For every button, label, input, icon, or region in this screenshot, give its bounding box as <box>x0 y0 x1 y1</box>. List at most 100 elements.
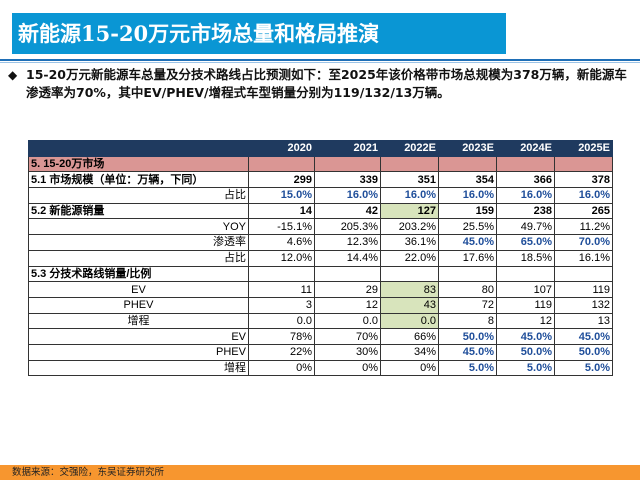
table-cell: 107 <box>496 281 555 298</box>
row-label: 占比 <box>28 249 249 267</box>
table-header-row: 2020 2021 2022E 2023E 2024E 2025E <box>28 140 613 157</box>
table-cell: 45.0% <box>554 328 613 345</box>
table-cell: 11.2% <box>554 218 613 236</box>
table-cell: 43 <box>380 296 439 314</box>
table-row: 增程 0.0 0.0 0.0 8 12 13 <box>28 312 613 330</box>
diamond-bullet-icon: ◆ <box>8 68 18 82</box>
slide-title: 新能源15-20万元市场总量和格局推演 <box>12 13 506 54</box>
row-label: 5.1 市场规模（单位：万辆，下同） <box>28 171 249 189</box>
table-cell: 119 <box>554 281 613 298</box>
table-cell <box>314 265 381 283</box>
table-cell: 36.1% <box>380 234 439 251</box>
table-cell: 83 <box>380 281 439 298</box>
table-cell: 45.0% <box>438 234 497 251</box>
table-cell: 66% <box>380 328 439 345</box>
table-cell: 12 <box>314 296 381 314</box>
table-row: EV 11 29 83 80 107 119 <box>28 281 613 298</box>
table-cell: 50.0% <box>438 328 497 345</box>
table-cell: 5.0% <box>438 359 497 377</box>
table-cell: 119 <box>496 296 555 314</box>
table-cell <box>438 265 497 283</box>
table-cell: 4.6% <box>248 234 315 251</box>
table-cell <box>248 265 315 283</box>
table-row: 5.1 市场规模（单位：万辆，下同） 299 339 351 354 366 378 <box>28 171 613 189</box>
row-label: 增程 <box>28 359 249 377</box>
table-cell: 72 <box>438 296 497 314</box>
row-label: PHEV <box>28 343 249 361</box>
title-divider-thin <box>0 62 640 63</box>
table-cell: 265 <box>554 202 613 220</box>
table-cell: 49.7% <box>496 218 555 236</box>
table-cell: 16.0% <box>314 187 381 204</box>
table-cell: 45.0% <box>438 343 497 361</box>
table-cell: 18.5% <box>496 249 555 267</box>
table-row: YOY -15.1% 205.3% 203.2% 25.5% 49.7% 11.2% <box>28 218 613 236</box>
table-cell: 65.0% <box>496 234 555 251</box>
col-header: 2024E <box>496 140 555 157</box>
table-cell <box>554 265 613 283</box>
table-cell: 80 <box>438 281 497 298</box>
table-row: 5.2 新能源销量 14 42 127 159 238 265 <box>28 202 613 220</box>
table-cell <box>380 265 439 283</box>
table-cell: 12 <box>496 312 555 330</box>
table-cell: 78% <box>248 328 315 345</box>
table-cell: 42 <box>314 202 381 220</box>
table-cell: 34% <box>380 343 439 361</box>
table-row: 占比 12.0% 14.4% 22.0% 17.6% 18.5% 16.1% <box>28 249 613 267</box>
table-cell: 299 <box>248 171 315 189</box>
table-cell <box>496 265 555 283</box>
table-row: 占比 15.0% 16.0% 16.0% 16.0% 16.0% 16.0% <box>28 187 613 204</box>
table-cell: 238 <box>496 202 555 220</box>
table-row: 5.3 分技术路线销量/比例 <box>28 265 613 283</box>
table-cell <box>380 155 439 173</box>
table-cell: 378 <box>554 171 613 189</box>
table-cell: 14.4% <box>314 249 381 267</box>
row-label: 5. 15-20万市场 <box>28 155 249 173</box>
row-label: EV <box>28 281 249 298</box>
table-cell: 13 <box>554 312 613 330</box>
table-cell: 70.0% <box>554 234 613 251</box>
table-cell: 22.0% <box>380 249 439 267</box>
table-cell: -15.1% <box>248 218 315 236</box>
table-cell: 0.0 <box>314 312 381 330</box>
table-cell: 22% <box>248 343 315 361</box>
table-cell: 0% <box>248 359 315 377</box>
table-cell: 29 <box>314 281 381 298</box>
table-cell: 0.0 <box>380 312 439 330</box>
row-label: 增程 <box>28 312 249 330</box>
table-cell: 159 <box>438 202 497 220</box>
row-label: 5.2 新能源销量 <box>28 202 249 220</box>
col-header: 2025E <box>554 140 613 157</box>
source-footer: 数据来源：交强险，东吴证券研究所 <box>0 465 640 480</box>
table-cell: 17.6% <box>438 249 497 267</box>
header-blank <box>28 140 249 157</box>
table-row: EV 78% 70% 66% 50.0% 45.0% 45.0% <box>28 328 613 345</box>
summary-text: 15-20万元新能源车总量及分技术路线占比预测如下：至2025年该价格带市场总规… <box>26 67 627 100</box>
table-cell: 203.2% <box>380 218 439 236</box>
table-cell: 0% <box>314 359 381 377</box>
table-row: PHEV 3 12 43 72 119 132 <box>28 296 613 314</box>
table-row: 5. 15-20万市场 <box>28 155 613 173</box>
table-cell: 45.0% <box>496 328 555 345</box>
table-cell: 351 <box>380 171 439 189</box>
table-cell <box>554 155 613 173</box>
table-cell: 339 <box>314 171 381 189</box>
summary-bullet: ◆ 15-20万元新能源车总量及分技术路线占比预测如下：至2025年该价格带市场… <box>8 66 633 102</box>
table-cell <box>438 155 497 173</box>
row-label: PHEV <box>28 296 249 314</box>
table-cell: 25.5% <box>438 218 497 236</box>
table-cell: 16.0% <box>496 187 555 204</box>
title-divider <box>0 59 640 61</box>
row-label: 5.3 分技术路线销量/比例 <box>28 265 249 283</box>
table-cell: 205.3% <box>314 218 381 236</box>
table-cell: 3 <box>248 296 315 314</box>
table-cell: 16.0% <box>438 187 497 204</box>
table-cell: 16.0% <box>380 187 439 204</box>
table-cell: 12.0% <box>248 249 315 267</box>
table-cell: 16.0% <box>554 187 613 204</box>
row-label: 占比 <box>28 187 249 204</box>
table-cell: 354 <box>438 171 497 189</box>
row-label: EV <box>28 328 249 345</box>
table-cell: 16.1% <box>554 249 613 267</box>
col-header: 2023E <box>438 140 497 157</box>
